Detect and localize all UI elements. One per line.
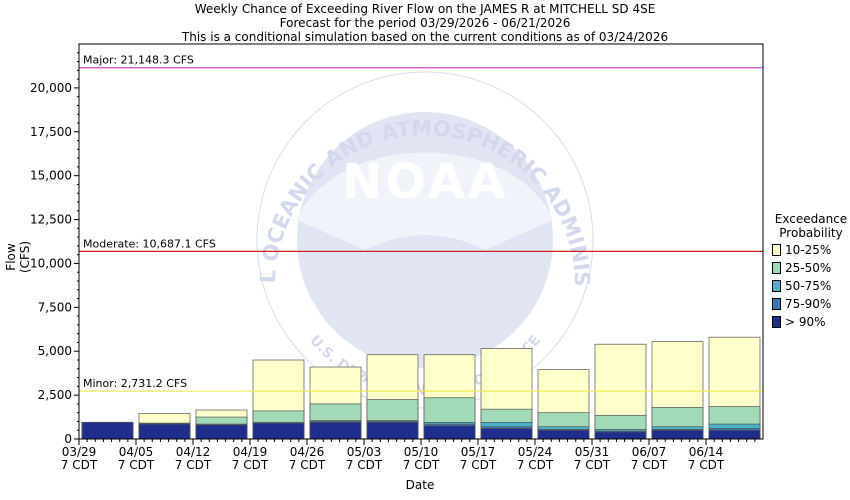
bar-04-12-series-0	[195, 424, 248, 440]
chart-title-line-1: Weekly Chance of Exceeding River Flow on…	[194, 2, 656, 16]
legend-label: 75-90%	[785, 296, 832, 311]
chart-title-line-3: This is a conditional simulation based o…	[181, 30, 669, 44]
y-tick-label-0: 0	[64, 432, 72, 446]
x-tick-sublabel-8: 7 CDT	[517, 458, 554, 472]
x-tick-sublabel-3: 7 CDT	[232, 458, 269, 472]
legend-item-2: 50-75%	[772, 277, 850, 294]
legend-label: 50-75%	[785, 278, 832, 293]
x-tick-label-7: 05/17	[461, 445, 496, 459]
bar-05-03-series-0	[366, 421, 419, 440]
x-tick-sublabel-5: 7 CDT	[346, 458, 383, 472]
watermark-logo-text: NOAA	[342, 154, 508, 210]
x-tick-sublabel-4: 7 CDT	[289, 458, 326, 472]
x-tick-label-10: 06/07	[632, 445, 667, 459]
legend-label: > 90%	[785, 314, 826, 329]
x-tick-label-0: 03/29	[62, 445, 97, 459]
chart-title-line-2: Forecast for the period 03/29/2026 - 06/…	[279, 16, 571, 30]
legend-item-4: > 90%	[772, 313, 850, 330]
bar-05-31-series-0	[594, 431, 647, 440]
y-tick-label-1: 2,500	[38, 388, 72, 402]
x-tick-label-2: 04/12	[176, 445, 211, 459]
bar-05-17-series-0	[480, 428, 533, 440]
y-tick-label-6: 15,000	[30, 169, 72, 183]
x-tick-sublabel-10: 7 CDT	[631, 458, 668, 472]
x-tick-label-1: 04/05	[119, 445, 154, 459]
bar-05-10-series-0	[423, 425, 476, 440]
watermark-bird	[297, 152, 553, 250]
legend-swatch	[772, 297, 781, 310]
bar-06-14-series-0	[708, 429, 761, 440]
x-tick-label-9: 05/31	[575, 445, 610, 459]
threshold-label-2: Minor: 2,731.2 CFS	[83, 377, 187, 390]
y-axis-label: Flow (CFS)	[4, 240, 32, 274]
x-tick-label-8: 05/24	[518, 445, 553, 459]
x-axis-label: Date	[405, 478, 435, 492]
x-tick-sublabel-0: 7 CDT	[61, 458, 98, 472]
y-tick-label-7: 17,500	[30, 125, 72, 139]
x-tick-label-3: 04/19	[233, 445, 268, 459]
x-tick-sublabel-2: 7 CDT	[175, 458, 212, 472]
legend-title-line-2: Probability	[779, 226, 843, 240]
legend-label: 25-50%	[785, 260, 832, 275]
bar-06-07-series-0	[651, 429, 704, 440]
bar-03-29-series-0	[81, 421, 134, 440]
bar-05-24-series-0	[537, 429, 590, 440]
legend-swatch	[772, 279, 781, 292]
legend-items: 10-25% 25-50% 50-75% 75-90% > 90%	[772, 241, 850, 330]
legend-title-line-1: Exceedance	[774, 212, 848, 226]
threshold-label-0: Major: 21,148.3 CFS	[83, 54, 194, 67]
x-tick-sublabel-1: 7 CDT	[118, 458, 155, 472]
x-tick-label-4: 04/26	[290, 445, 325, 459]
legend-swatch	[772, 261, 781, 274]
x-tick-sublabel-9: 7 CDT	[574, 458, 611, 472]
y-tick-label-4: 10,000	[30, 256, 72, 270]
x-tick-label-6: 05/10	[404, 445, 439, 459]
legend-swatch	[772, 315, 781, 328]
legend-item-3: 75-90%	[772, 295, 850, 312]
legend-item-1: 25-50%	[772, 259, 850, 276]
x-tick-sublabel-7: 7 CDT	[460, 458, 497, 472]
bar-04-26-series-0	[309, 421, 362, 440]
y-tick-label-2: 5,000	[38, 344, 72, 358]
x-tick-sublabel-11: 7 CDT	[688, 458, 725, 472]
x-tick-label-11: 06/14	[689, 445, 724, 459]
y-tick-label-3: 7,500	[38, 300, 72, 314]
legend-item-0: 10-25%	[772, 241, 850, 258]
legend-swatch	[772, 243, 781, 256]
x-tick-label-5: 05/03	[347, 445, 382, 459]
y-tick-label-8: 20,000	[30, 81, 72, 95]
y-tick-label-5: 12,500	[30, 213, 72, 227]
legend: Exceedance Probability 10-25% 25-50% 50-75…	[772, 212, 850, 330]
threshold-label-1: Moderate: 10,687.1 CFS	[83, 237, 216, 250]
bar-04-19-series-0	[252, 422, 305, 440]
bar-04-05-series-0	[138, 423, 191, 440]
legend-label: 10-25%	[785, 242, 832, 257]
x-tick-sublabel-6: 7 CDT	[403, 458, 440, 472]
